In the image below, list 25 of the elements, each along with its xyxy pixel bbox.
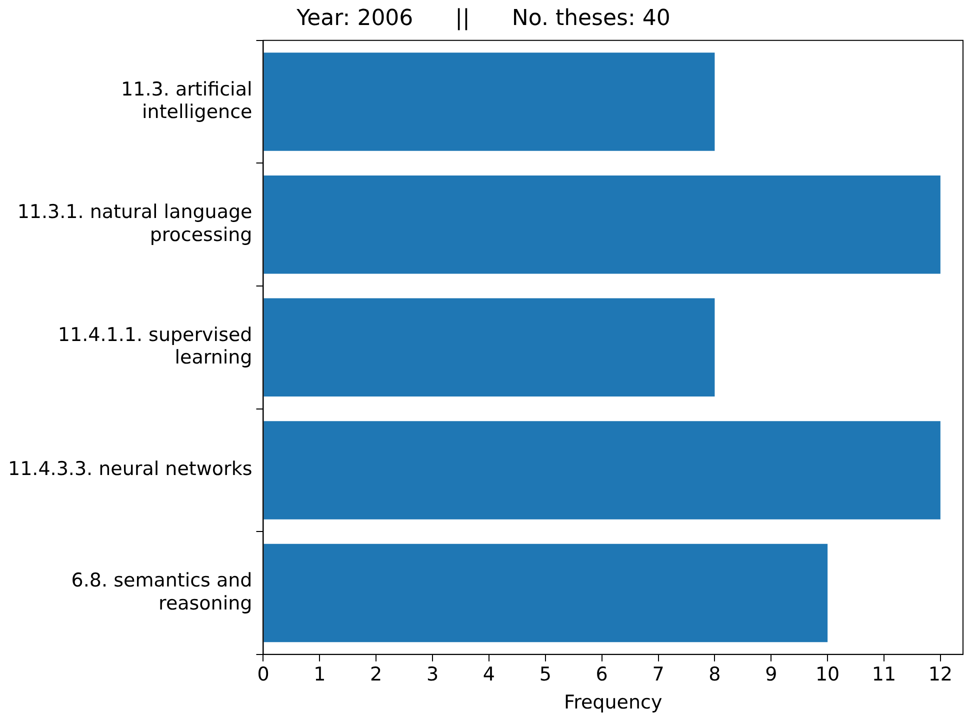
y-tick-label: 11.3.1. natural language processing [17, 201, 252, 246]
x-axis-title: Frequency [564, 692, 662, 714]
x-tick-label: 12 [928, 664, 953, 686]
bar [264, 175, 940, 274]
y-tick-label: 11.3. artificial intelligence [121, 78, 252, 124]
x-tick-label: 4 [482, 664, 496, 686]
bar [264, 421, 940, 520]
x-tick-label: 9 [765, 664, 778, 686]
x-tick-label: 6 [596, 664, 608, 686]
y-tick-label: 11.4.3.3. neural networks [8, 458, 252, 480]
x-tick-label: 5 [539, 664, 552, 686]
x-tick-label: 2 [370, 664, 382, 686]
x-tick-label: 7 [652, 664, 664, 686]
bar [264, 52, 715, 151]
x-tick-label: 1 [314, 664, 326, 686]
bar [264, 298, 715, 397]
y-tick-label: 6.8. semantics and reasoning [71, 570, 252, 614]
x-tick-label: 10 [815, 664, 840, 686]
bar [264, 544, 828, 642]
x-tick-label: 0 [257, 664, 270, 686]
x-tick-label: 3 [426, 664, 439, 686]
x-tick-label: 11 [872, 664, 896, 686]
chart-title: Year: 2006 || No. theses: 40 [296, 6, 670, 31]
x-tick-label: 8 [708, 664, 721, 686]
y-tick-label: 11.4.1.1. supervised learning [58, 324, 252, 369]
